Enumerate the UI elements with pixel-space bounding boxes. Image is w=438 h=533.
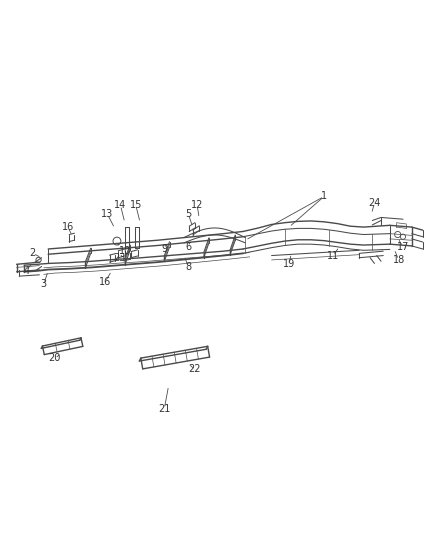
Text: 19: 19	[283, 260, 295, 269]
Text: 22: 22	[189, 365, 201, 374]
Text: 8: 8	[185, 262, 191, 271]
Text: 16: 16	[99, 277, 111, 287]
Text: 2: 2	[30, 248, 36, 259]
Text: 18: 18	[392, 255, 405, 265]
Text: 9: 9	[161, 244, 167, 254]
Text: 20: 20	[49, 353, 61, 364]
Text: 10: 10	[119, 246, 131, 256]
Text: 4: 4	[23, 266, 29, 276]
Text: 3: 3	[41, 279, 47, 289]
Text: 11: 11	[327, 251, 339, 261]
Text: 14: 14	[114, 200, 127, 210]
Text: 23: 23	[113, 253, 125, 263]
Text: 5: 5	[185, 209, 191, 219]
Text: 17: 17	[397, 242, 409, 252]
Text: 13: 13	[101, 209, 113, 219]
Text: 1: 1	[321, 191, 327, 201]
Text: 24: 24	[368, 198, 381, 208]
Text: 6: 6	[185, 242, 191, 252]
Text: 12: 12	[191, 200, 203, 210]
Text: 15: 15	[130, 200, 142, 210]
Text: 16: 16	[62, 222, 74, 232]
Text: 21: 21	[158, 404, 170, 414]
